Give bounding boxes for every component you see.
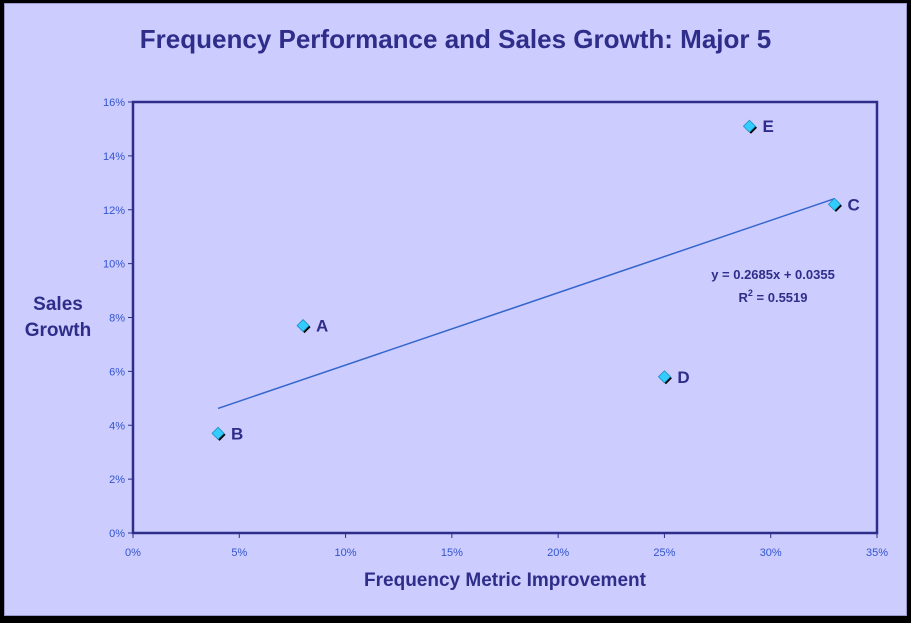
y-tick-label: 8% (109, 313, 125, 325)
data-point-e: E (742, 117, 774, 136)
point-label: B (231, 424, 243, 443)
y-tick-label: 14% (103, 151, 125, 163)
x-axis-title: Frequency Metric Improvement (364, 570, 646, 591)
diamond-marker (827, 197, 842, 211)
diamond-marker (211, 426, 225, 440)
point-label: E (762, 117, 773, 136)
trendline-r-squared: R2 = 0.5519 (739, 288, 808, 305)
y-axis-title-line: Growth (24, 320, 92, 341)
x-tick-label: 5% (231, 547, 247, 559)
point-label: D (677, 368, 689, 387)
x-tick-label: 35% (866, 547, 888, 559)
x-axis: 0% 5% 10% 15% 20% 25% 30% 35% (125, 533, 888, 559)
point-label: A (316, 317, 328, 336)
y-tick-label: 2% (109, 474, 125, 486)
plot-area (131, 100, 879, 535)
chart-title: Frequency Performance and Sales Growth: … (139, 24, 772, 54)
y-tick-label: 10% (103, 259, 125, 271)
y-tick-label: 6% (109, 366, 125, 378)
y-tick-label: 0% (109, 528, 125, 540)
y-axis-title: Sales Growth (12, 292, 104, 344)
data-points: A B C D E (211, 117, 860, 443)
x-tick-label: 0% (125, 547, 141, 559)
trendline (217, 197, 835, 410)
data-point-c: C (827, 195, 860, 214)
data-point-b: B (211, 424, 243, 443)
point-label: C (847, 195, 859, 214)
x-tick-label: 20% (547, 547, 569, 559)
y-tick-label: 4% (109, 420, 125, 432)
data-point-a: A (296, 317, 328, 336)
y-tick-label: 16% (103, 97, 125, 109)
diamond-marker (296, 319, 310, 333)
x-tick-label: 10% (335, 547, 357, 559)
y-axis: 0% 2% 4% 6% 8% 10% 12% 14% 16% (103, 97, 133, 540)
y-tick-label: 12% (103, 205, 125, 217)
trendline-equation: y = 0.2685x + 0.0355 (711, 267, 835, 282)
diamond-marker (742, 119, 757, 133)
x-tick-label: 25% (653, 547, 675, 559)
x-tick-label: 15% (441, 547, 463, 559)
data-point-d: D (657, 368, 690, 387)
x-tick-label: 30% (760, 547, 782, 559)
diamond-marker (657, 370, 671, 384)
y-axis-title-line: Sales (33, 294, 83, 315)
